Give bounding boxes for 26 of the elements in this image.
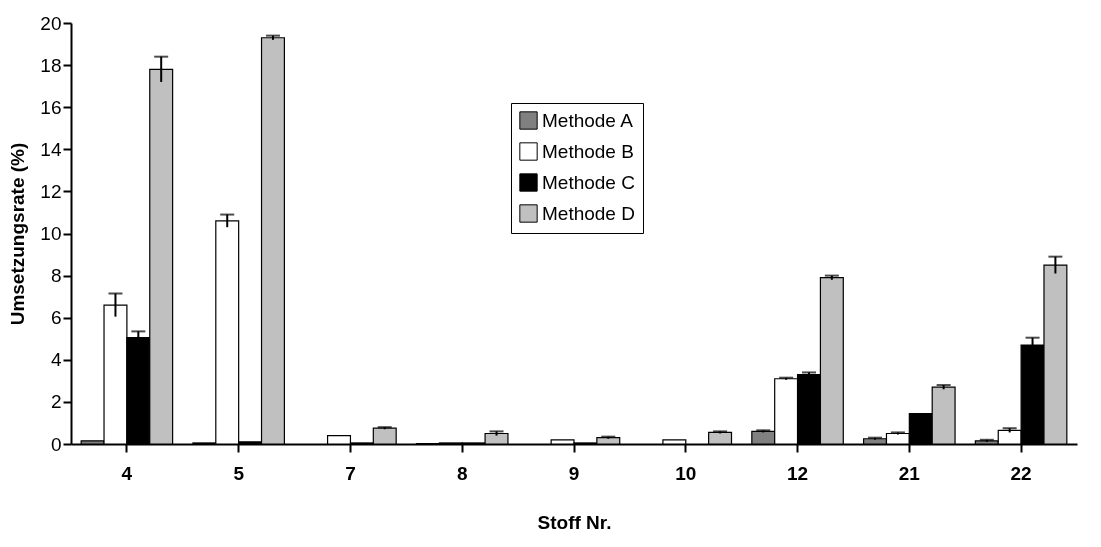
x-tick-label: 12 (786, 462, 809, 484)
x-axis-title: Stoff Nr. (537, 511, 612, 533)
y-tick-label: 16 (40, 96, 62, 118)
x-tick-label: 10 (675, 462, 697, 484)
y-tick-label: 2 (50, 391, 62, 413)
y-tick-label: 12 (40, 180, 62, 202)
legend-label: Methode C (542, 171, 635, 193)
y-tick-label: 6 (50, 307, 62, 329)
y-axis-title: Umsetzungsrate (%) (7, 142, 29, 326)
legend-label: Methode A (542, 109, 634, 131)
x-tick-label: 5 (233, 462, 245, 484)
x-tick-label: 9 (568, 462, 580, 484)
x-tick-label: 7 (345, 462, 356, 484)
y-tick-label: 0 (50, 433, 62, 455)
y-tick-label: 18 (40, 54, 62, 76)
x-tick-label: 21 (898, 462, 921, 484)
x-tick-label: 8 (456, 462, 468, 484)
y-tick-label: 4 (50, 349, 62, 371)
x-tick-label: 4 (121, 462, 133, 484)
x-tick-label: 22 (1010, 462, 1032, 484)
legend-label: Methode D (542, 202, 635, 224)
y-tick-label: 10 (40, 223, 62, 244)
y-tick-label: 14 (40, 138, 62, 160)
y-tick-label: 8 (50, 265, 62, 287)
y-tick-label: 20 (40, 12, 62, 34)
legend-label: Methode B (542, 140, 634, 162)
